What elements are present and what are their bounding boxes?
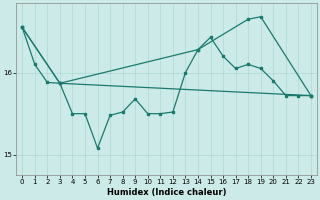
X-axis label: Humidex (Indice chaleur): Humidex (Indice chaleur) — [107, 188, 226, 197]
